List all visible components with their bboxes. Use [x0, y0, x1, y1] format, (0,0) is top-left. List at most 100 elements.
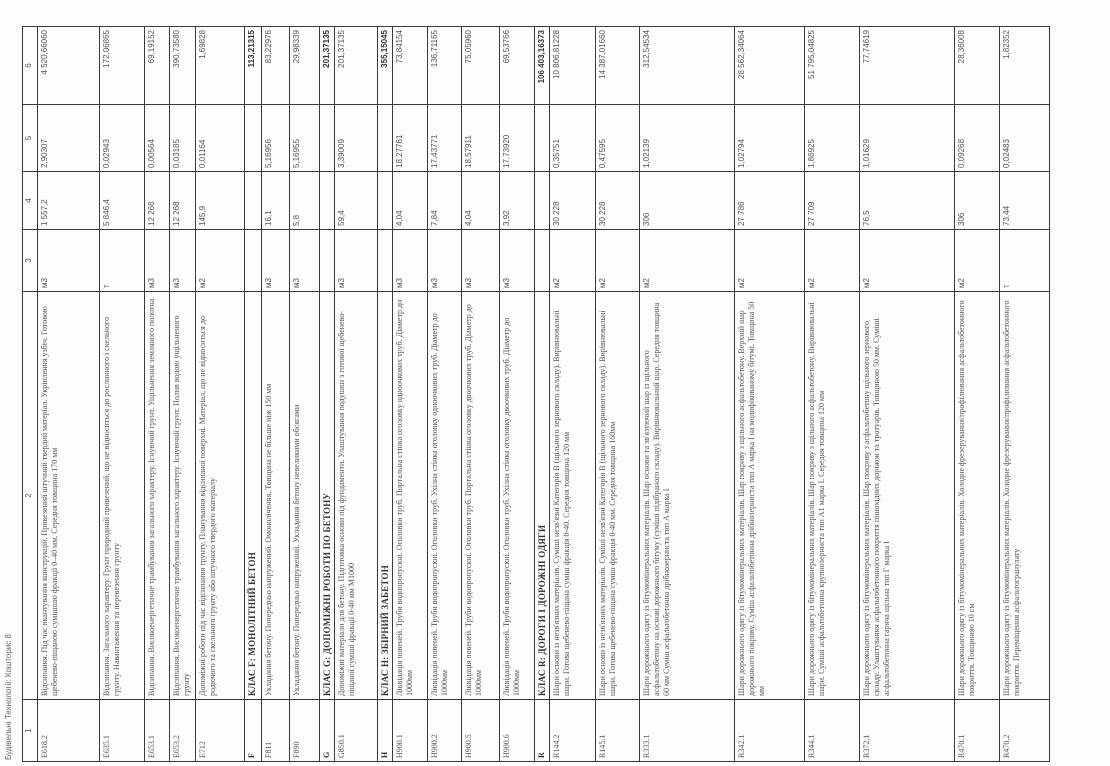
row-quantity — [534, 171, 550, 230]
row-total: 73,84154 — [392, 26, 428, 105]
row-unit-price: 0,01164 — [195, 104, 245, 172]
row-total: 14 387,01660 — [595, 26, 640, 105]
table-row: H900.5 Ліквідація повеней. Труби водопроп… — [461, 26, 500, 762]
row-description: Відсипання. Під час вкантування конструк… — [37, 291, 100, 700]
row-total: 1,82352 — [999, 26, 1050, 105]
row-description: Ліквідація повеней. Труби водопропускні.… — [427, 291, 462, 700]
row-code: H900.5 — [461, 699, 500, 762]
row-description: Допоміжні матеріали для бетону. Підготов… — [334, 291, 378, 700]
row-total: 136,71165 — [427, 26, 462, 105]
row-quantity: 3,92 — [499, 171, 535, 230]
row-unit-price: 3,39009 — [334, 104, 378, 172]
row-unit: м3 — [144, 229, 170, 292]
row-unit: м3 — [461, 229, 500, 292]
row-code: E635.1 — [99, 699, 145, 762]
row-quantity — [377, 171, 393, 230]
row-unit — [319, 229, 335, 292]
row-unit: м3 — [499, 229, 535, 292]
row-unit-price: 1,02794 — [734, 104, 805, 172]
row-total: 83,22976 — [261, 26, 290, 105]
row-description: Шари дорожнього одягу із бітумомінеральн… — [639, 291, 735, 700]
row-unit: м2 — [595, 229, 640, 292]
row-unit: м3 — [37, 229, 100, 292]
table-row: R470.1 Шари дорожнього одягу із бітумомін… — [954, 26, 1000, 762]
estimate-table: 1 2 3 4 5 6 E618.2 Відсипання. Під час вк… — [22, 26, 1050, 762]
row-unit: м3 — [427, 229, 462, 292]
row-total: 106 403,16373 — [534, 26, 550, 105]
row-code: H900.2 — [427, 699, 462, 762]
row-code: E712 — [195, 699, 245, 762]
table-row: H900.6 Ліквідація повеней. Труби водопроп… — [499, 26, 535, 762]
table-row: E618.2 Відсипання. Під час вкантування ко… — [37, 26, 100, 762]
row-quantity: 1 557,2 — [37, 171, 100, 230]
column-number-row: 1 2 3 4 5 6 — [22, 26, 38, 762]
table-row: F890 Укладання бетону. Попередньо напруже… — [289, 26, 320, 762]
row-quantity: 306 — [639, 171, 735, 230]
column-number: 5 — [22, 104, 38, 172]
row-unit: м3 — [261, 229, 290, 292]
row-unit-price — [319, 104, 335, 172]
row-unit: м2 — [195, 229, 245, 292]
row-unit: м3 — [392, 229, 428, 292]
row-quantity: 27 709 — [804, 171, 860, 230]
table-row: R470.2 Шари дорожнього одягу із бітумомін… — [999, 26, 1050, 762]
row-quantity: 76,5 — [859, 171, 955, 230]
row-unit-price: 0,02943 — [99, 104, 145, 172]
row-unit-price: 0,35751 — [549, 104, 596, 172]
row-description: Шари дорожнього одягу із бітумомінеральн… — [999, 291, 1050, 700]
row-unit-price: 18,57911 — [461, 104, 500, 172]
row-unit: т — [99, 229, 145, 292]
row-total: 51 795,04825 — [804, 26, 860, 105]
row-quantity: 73,44 — [999, 171, 1050, 230]
column-number: 6 — [22, 26, 38, 105]
row-code: R470.1 — [954, 699, 1000, 762]
row-code: E618.2 — [37, 699, 100, 762]
row-description: КЛАС R: ДОРОГИ І ДОРОЖНІ ОДЯГИ — [534, 291, 550, 700]
row-total: 77,74619 — [859, 26, 955, 105]
row-unit-price: 1,01629 — [859, 104, 955, 172]
row-quantity: 30 228 — [595, 171, 640, 230]
row-unit-price: 2,90307 — [37, 104, 100, 172]
table-row: F811 Укладання бетону. Попередньо напруже… — [261, 26, 290, 762]
table-row: E712 Допоміжні роботи під час відсипання … — [195, 26, 245, 762]
row-total: 312,54534 — [639, 26, 735, 105]
row-total: 69,19152 — [144, 26, 170, 105]
row-quantity: 12 268 — [169, 171, 196, 230]
row-code: E653.2 — [169, 699, 196, 762]
row-unit-price — [377, 104, 393, 172]
column-number: 1 — [22, 699, 38, 762]
column-number: 3 — [22, 229, 38, 292]
row-quantity: 5 846,4 — [99, 171, 145, 230]
row-unit — [534, 229, 550, 292]
row-description: Шари дорожнього одягу із бітумомінеральн… — [734, 291, 805, 700]
row-description: Шари основи із незв'язних матеріалів. Су… — [595, 291, 640, 700]
row-unit-price: 17,73920 — [499, 104, 535, 172]
row-description: КЛАС H: ЗБІРНИЙ ЗАБЕТОН — [377, 291, 393, 700]
row-quantity: 30 228 — [549, 171, 596, 230]
table-row: G850.1 Допоміжні матеріали для бетону. Пі… — [334, 26, 378, 762]
row-code: R — [534, 699, 550, 762]
section-row: R КЛАС R: ДОРОГИ І ДОРОЖНІ ОДЯГИ 106 403,1… — [534, 26, 550, 762]
row-unit: м2 — [859, 229, 955, 292]
row-unit: м3 — [289, 229, 320, 292]
row-code: R342.1 — [734, 699, 805, 762]
table-row: H900.1 Ліквідація повеней. Труби водопроп… — [392, 26, 428, 762]
row-code: R470.2 — [999, 699, 1050, 762]
row-quantity — [244, 171, 262, 230]
row-code: R372.1 — [859, 699, 955, 762]
row-quantity: 306 — [954, 171, 1000, 230]
row-code: R333.1 — [639, 699, 735, 762]
row-unit-price: 1,02139 — [639, 104, 735, 172]
table-row: E653.1 Відсипання. Високоенергетичне трам… — [144, 26, 170, 762]
row-total: 69,53766 — [499, 26, 535, 105]
row-total: 4 520,66060 — [37, 26, 100, 105]
row-description: Шари основи із незв'язних матеріалів. Су… — [549, 291, 596, 700]
row-unit: м3 — [169, 229, 196, 292]
row-unit-price: 0,09268 — [954, 104, 1000, 172]
row-unit-price — [534, 104, 550, 172]
row-quantity: 145,9 — [195, 171, 245, 230]
row-unit-price: 0,02483 — [999, 104, 1050, 172]
row-unit-price: 5,16956 — [261, 104, 290, 172]
row-unit: т — [999, 229, 1050, 292]
